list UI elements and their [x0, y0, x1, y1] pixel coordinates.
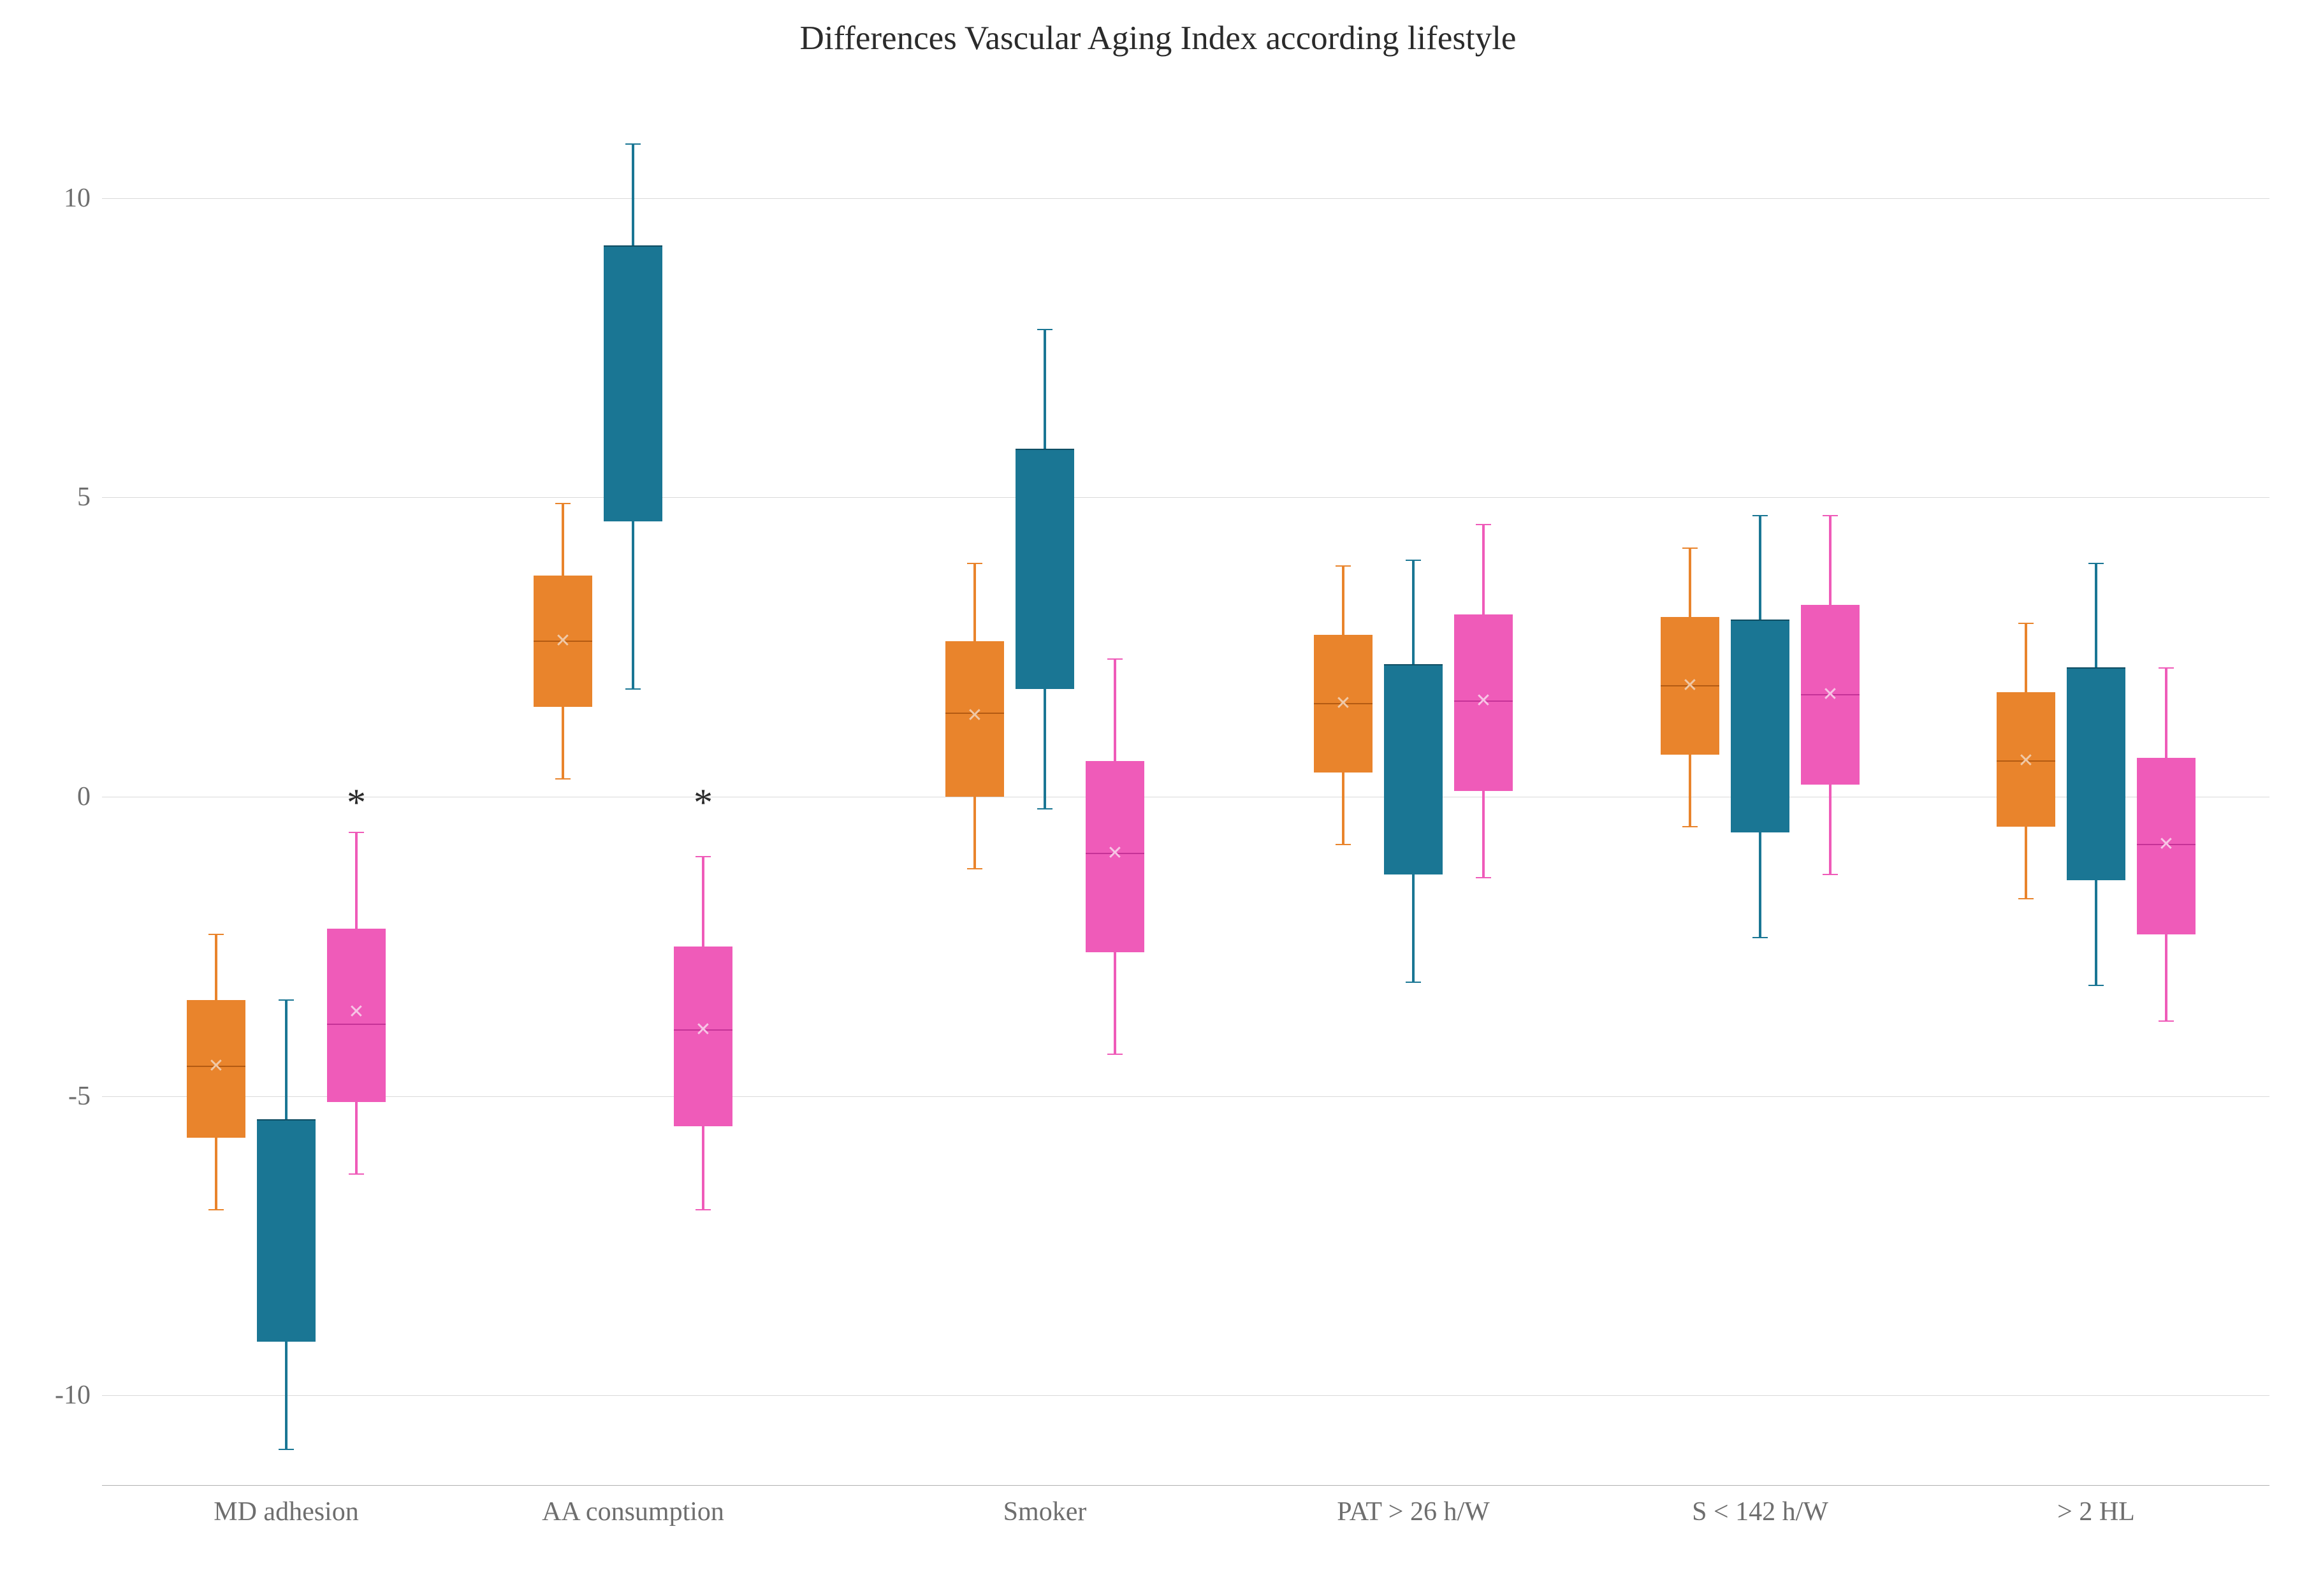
median-line [1997, 760, 2055, 762]
median-line [1454, 700, 1513, 702]
box [604, 246, 662, 521]
whisker-cap [625, 143, 641, 145]
plot-area: -10-50510MD adhesionAA consumptionSmoker… [102, 108, 2269, 1486]
box [2067, 668, 2125, 880]
median-line [534, 641, 592, 642]
median-line [1314, 703, 1373, 704]
box [1086, 761, 1144, 953]
median-line [2137, 844, 2196, 845]
median-line [1731, 620, 1789, 621]
box [187, 1000, 245, 1138]
whisker-cap [1037, 808, 1052, 809]
whisker-cap [2159, 1020, 2174, 1022]
median-line [674, 1029, 732, 1031]
box [327, 929, 386, 1102]
whisker-cap [279, 999, 294, 1001]
whisker-cap [1476, 524, 1491, 525]
whisker-cap [1336, 844, 1351, 845]
box [257, 1120, 316, 1341]
whisker-cap [1476, 877, 1491, 878]
median-line [1661, 685, 1719, 686]
whisker-cap [696, 1209, 711, 1210]
box [1384, 665, 1443, 874]
whisker-cap [1336, 565, 1351, 567]
box [674, 947, 732, 1126]
whisker-cap [2018, 898, 2034, 899]
whisker-cap [1752, 515, 1768, 516]
median-line [604, 245, 662, 247]
chart-container: Differences Vascular Aging Index accordi… [0, 0, 2316, 1596]
whisker-cap [2088, 563, 2104, 564]
median-line [1384, 664, 1443, 665]
gridline [102, 198, 2269, 199]
chart-title: Differences Vascular Aging Index accordi… [0, 19, 2316, 57]
whisker-cap [1682, 826, 1698, 827]
whisker-cap [1406, 982, 1421, 983]
whisker-cap [2088, 985, 2104, 986]
whisker-cap [208, 1209, 224, 1210]
whisker-cap [208, 934, 224, 935]
x-tick-label: S < 142 h/W [1692, 1485, 1828, 1527]
whisker-cap [696, 856, 711, 857]
median-line [945, 713, 1004, 714]
whisker-cap [555, 778, 571, 780]
y-tick-label: 0 [77, 781, 102, 812]
median-line [257, 1119, 316, 1121]
median-line [327, 1024, 386, 1025]
whisker-cap [1406, 560, 1421, 561]
whisker-cap [967, 868, 982, 869]
median-line [1086, 853, 1144, 854]
x-tick-label: Smoker [1003, 1485, 1087, 1527]
gridline [102, 497, 2269, 498]
whisker-cap [349, 832, 364, 833]
box [2137, 758, 2196, 934]
whisker-cap [1037, 329, 1052, 330]
x-tick-label: > 2 HL [2057, 1485, 2135, 1527]
box [1731, 620, 1789, 832]
x-tick-label: AA consumption [542, 1485, 724, 1527]
whisker-cap [967, 563, 982, 564]
y-tick-label: 10 [64, 183, 102, 214]
whisker-cap [625, 688, 641, 690]
whisker-cap [1823, 515, 1838, 516]
gridline [102, 1395, 2269, 1396]
significance-star: * [347, 783, 366, 822]
whisker-cap [2159, 667, 2174, 669]
y-tick-label: 5 [77, 482, 102, 512]
significance-star: * [694, 783, 713, 822]
median-line [1801, 694, 1860, 695]
whisker-cap [1682, 548, 1698, 549]
median-line [2067, 667, 2125, 669]
x-tick-label: PAT > 26 h/W [1337, 1485, 1490, 1527]
y-tick-label: -5 [68, 1081, 102, 1112]
whisker-cap [279, 1449, 294, 1450]
gridline [102, 1096, 2269, 1097]
y-tick-label: -10 [55, 1380, 102, 1411]
x-tick-label: MD adhesion [214, 1485, 358, 1527]
whisker-cap [555, 503, 571, 504]
whisker-cap [349, 1173, 364, 1175]
box [1997, 692, 2055, 827]
box [945, 641, 1004, 797]
box [1454, 614, 1513, 791]
whisker-cap [1752, 937, 1768, 938]
whisker-cap [1107, 658, 1123, 660]
median-line [1016, 449, 1074, 450]
box [1016, 449, 1074, 689]
median-line [187, 1066, 245, 1067]
whisker-cap [2018, 623, 2034, 624]
whisker-cap [1107, 1054, 1123, 1055]
whisker-cap [1823, 874, 1838, 875]
